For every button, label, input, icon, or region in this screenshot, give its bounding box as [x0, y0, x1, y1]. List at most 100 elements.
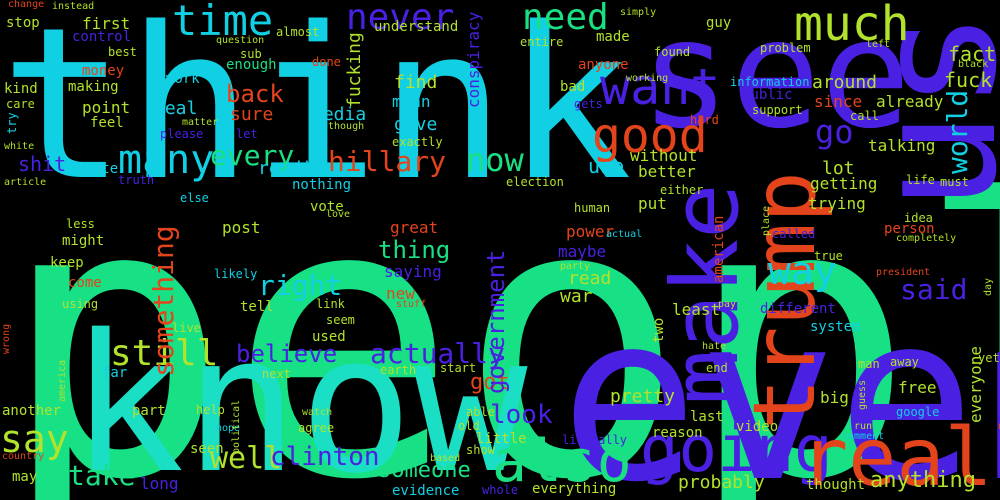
word: now: [466, 141, 524, 179]
word: find: [394, 72, 438, 93]
word: gets: [574, 97, 603, 111]
word: two: [651, 317, 667, 344]
word: post: [222, 218, 261, 237]
word: american: [711, 215, 727, 284]
word: place: [761, 205, 772, 236]
word: power: [566, 222, 615, 241]
word: free: [898, 378, 937, 397]
word: got: [470, 370, 510, 395]
word: really: [800, 411, 1000, 500]
word: back: [226, 80, 284, 108]
word: want: [600, 58, 721, 116]
word: little: [476, 431, 527, 447]
word: problem: [760, 41, 811, 55]
word: far: [102, 365, 128, 381]
word: article: [4, 177, 47, 188]
word: human: [574, 201, 611, 215]
word: conspiracy: [464, 11, 483, 108]
word: around: [812, 72, 878, 93]
word: yet: [978, 351, 1000, 365]
word: question: [216, 35, 265, 46]
word: way: [768, 249, 837, 293]
word: exactly: [392, 135, 443, 149]
word: help: [196, 403, 225, 417]
word: comment: [842, 431, 885, 442]
word: political: [231, 399, 242, 454]
word: likely: [214, 267, 258, 281]
word: google: [896, 405, 940, 419]
word: whole: [482, 483, 519, 497]
word: literally: [562, 433, 628, 447]
word: kind: [4, 81, 38, 97]
word: done: [312, 55, 341, 69]
word: see: [640, 0, 911, 162]
word: using: [62, 297, 99, 311]
word: hillary: [328, 145, 447, 178]
word: still: [110, 333, 219, 374]
word: better: [638, 162, 696, 181]
word: feel: [90, 115, 124, 131]
word: first: [82, 14, 131, 33]
word: idea: [904, 211, 933, 225]
word: keep: [50, 255, 84, 271]
word: man: [858, 357, 880, 371]
word: understand: [374, 19, 459, 35]
word: next: [262, 367, 291, 381]
word: point: [82, 98, 131, 117]
word: also: [492, 427, 632, 495]
word: tell: [240, 299, 274, 315]
word: read: [568, 268, 612, 289]
word: without: [630, 146, 698, 165]
word: working: [626, 73, 669, 84]
word: take: [68, 459, 136, 492]
word: need: [522, 0, 609, 38]
word: know: [70, 294, 528, 500]
word: run: [854, 421, 873, 432]
word: people: [0, 120, 1000, 500]
word: information: [730, 75, 810, 89]
word: seen: [190, 441, 224, 457]
word: nothing: [292, 177, 352, 193]
word: state: [76, 161, 119, 177]
word: wrong: [1, 323, 12, 354]
word: anything: [870, 468, 976, 493]
word: person: [884, 221, 935, 237]
word: sub: [240, 47, 262, 61]
word: show: [466, 443, 495, 457]
word: world: [941, 89, 974, 174]
word: said: [900, 273, 968, 306]
word: simply: [620, 7, 657, 18]
word: different: [760, 301, 836, 317]
word: based: [430, 453, 461, 464]
word: say: [0, 417, 69, 461]
word: use: [588, 154, 625, 178]
word: evidence: [392, 483, 460, 499]
word: almost: [276, 25, 320, 39]
word: someone: [378, 458, 471, 483]
word: might: [62, 233, 105, 249]
word: please: [160, 127, 204, 141]
word: great: [390, 218, 439, 237]
word: less: [66, 217, 95, 231]
word: watch: [302, 407, 333, 418]
word: reason: [652, 425, 703, 441]
word: give: [394, 114, 438, 135]
word: made: [596, 29, 630, 45]
word: many: [118, 137, 215, 183]
word: making: [68, 79, 119, 95]
word: else: [180, 191, 209, 205]
word: anyone: [578, 57, 629, 73]
word: completely: [896, 233, 957, 244]
word: pretty: [610, 386, 676, 407]
word: party: [560, 261, 591, 272]
word: believe: [236, 340, 338, 368]
word: much: [794, 0, 910, 52]
word: control: [72, 29, 132, 45]
word: going: [640, 413, 833, 487]
word: away: [890, 355, 919, 369]
word: either: [660, 183, 704, 197]
word: end: [706, 361, 728, 375]
word: called: [772, 227, 816, 241]
word: mean: [392, 92, 431, 111]
